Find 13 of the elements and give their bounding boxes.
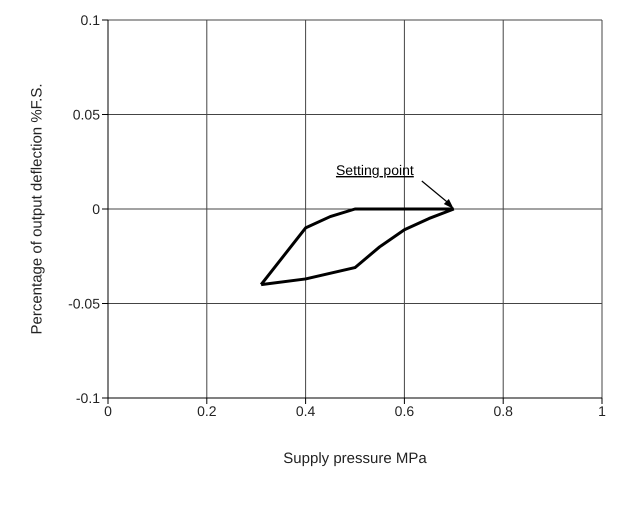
x-tick-label: 0 — [104, 402, 112, 419]
y-tick-label: -0.1 — [76, 390, 100, 406]
y-tick-label: 0.1 — [80, 12, 100, 28]
x-tick-label: 0.4 — [296, 402, 316, 419]
y-tick-label: 0 — [92, 200, 100, 217]
x-tick-label: 0.8 — [493, 402, 514, 419]
x-tick-label: 1 — [598, 402, 606, 419]
y-axis-title: Percentage of output deflection %F.S. — [28, 84, 46, 334]
x-tick-label: 0.2 — [197, 402, 217, 419]
x-tick-label: 0.6 — [394, 402, 414, 419]
y-tick-label: 0.05 — [72, 106, 100, 122]
x-axis-title: Supply pressure MPa — [283, 450, 428, 467]
y-tick-label: -0.05 — [68, 295, 100, 312]
